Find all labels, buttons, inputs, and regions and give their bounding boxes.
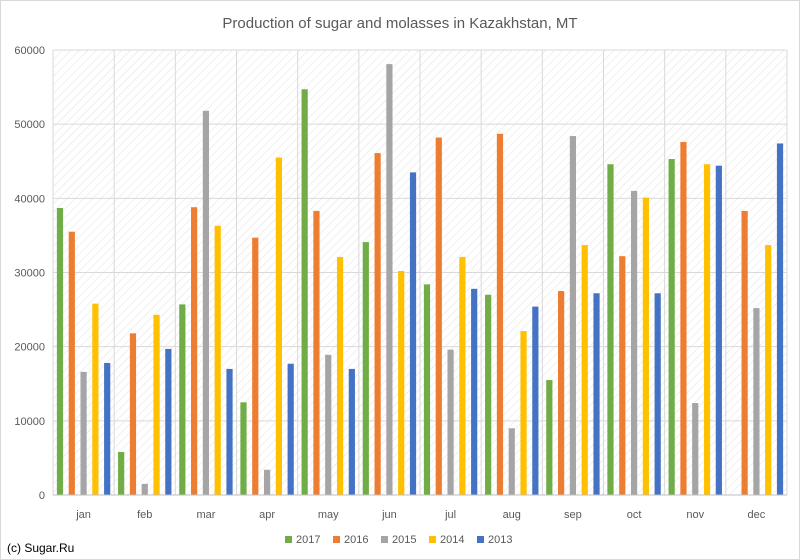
bar-2015-jul [447, 349, 454, 495]
bar-2017-jan [56, 207, 64, 495]
bar-2014-jul [459, 256, 466, 495]
legend-swatch-2015 [381, 536, 388, 543]
bar-2015-sep [569, 136, 577, 496]
bar-2017-jul [423, 284, 431, 495]
bar-2013-apr [287, 363, 294, 495]
bar-2015-feb [141, 483, 148, 495]
bar-2017-jun [362, 242, 369, 495]
y-tick-label: 10000 [14, 416, 45, 428]
gridlines [52, 49, 788, 495]
bar-2016-nov [680, 141, 687, 495]
bar-2014-sep [581, 245, 588, 495]
bar-2014-aug [520, 331, 527, 495]
x-tick-label: sep [564, 509, 582, 521]
y-tick-label: 30000 [14, 268, 45, 280]
y-tick-label: 60000 [14, 45, 45, 57]
legend-label-2013: 2013 [488, 534, 512, 546]
legend-label-2017: 2017 [296, 534, 320, 546]
legend-swatch-2014 [429, 536, 436, 543]
bar-2016-apr [252, 237, 259, 495]
bar-2016-mar [191, 207, 198, 495]
bar-2016-oct [619, 256, 626, 495]
bar-2014-jun [398, 271, 405, 495]
legend-label-2014: 2014 [440, 534, 464, 546]
bar-2013-sep [593, 293, 600, 495]
legend-swatch-2016 [333, 536, 340, 543]
bar-2015-oct [630, 190, 638, 495]
bar-2014-nov [703, 164, 711, 495]
bar-2015-jun [386, 64, 393, 495]
x-tick-label: jun [381, 509, 397, 521]
x-tick-label: nov [686, 509, 704, 521]
bar-2017-may [301, 89, 308, 495]
bar-2016-feb [129, 333, 137, 495]
bar-2017-sep [546, 380, 553, 495]
bar-2014-may [336, 256, 344, 495]
bar-2016-jun [374, 153, 381, 495]
bar-2014-jan [92, 303, 99, 495]
bar-2015-dec [753, 308, 760, 495]
legend-label-2016: 2016 [344, 534, 368, 546]
x-tick-label: aug [503, 509, 521, 521]
x-tick-label: dec [748, 509, 766, 521]
bar-2014-dec [765, 245, 772, 495]
y-tick-label: 40000 [14, 193, 45, 205]
chart-title: Production of sugar and molasses in Kaza… [222, 15, 577, 32]
bar-2014-oct [642, 197, 649, 495]
x-tick-label: apr [259, 509, 275, 521]
y-tick-label: 0 [39, 490, 45, 502]
axes: 0 10000 20000 30000 40000 50000 60000 jan feb mar… [14, 45, 787, 521]
bar-2015-aug [508, 428, 515, 495]
bar-2013-dec [776, 143, 784, 495]
bar-2013-feb [165, 348, 172, 495]
bar-2013-jun [409, 172, 417, 495]
x-tick-label: mar [196, 509, 215, 521]
bar-2016-may [313, 210, 320, 496]
bar-2016-dec [741, 210, 748, 496]
bar-2013-jan [104, 362, 111, 495]
bars [56, 64, 784, 496]
legend-label-2015: 2015 [392, 534, 416, 546]
bar-2016-jan [68, 231, 75, 496]
legend-swatch-2017 [285, 536, 292, 543]
x-tick-label: feb [137, 509, 152, 521]
legend-swatch-2013 [477, 536, 484, 543]
x-tick-label: jan [75, 509, 91, 521]
bar-2014-feb [153, 314, 160, 495]
bar-2017-nov [668, 159, 675, 495]
bar-2017-apr [240, 402, 247, 495]
bar-2015-apr [263, 469, 271, 495]
y-tick-label: 20000 [14, 342, 45, 354]
bar-2013-nov [715, 165, 722, 495]
bar-2017-mar [179, 304, 186, 495]
x-tick-label: may [318, 509, 339, 521]
bar-2015-mar [202, 110, 210, 496]
bar-2017-oct [607, 164, 614, 495]
bar-2015-jan [80, 371, 87, 495]
bar-2013-may [348, 368, 355, 495]
bar-2015-may [325, 354, 332, 495]
x-tick-label: oct [627, 509, 642, 521]
bar-2016-aug [496, 133, 504, 495]
bar-2016-sep [558, 291, 565, 495]
credit-text: (c) Sugar.Ru [7, 541, 74, 555]
bar-2017-feb [118, 451, 125, 495]
bar-2013-oct [654, 293, 661, 495]
y-tick-label: 50000 [14, 119, 45, 131]
bar-2013-jul [471, 288, 478, 495]
bar-2015-nov [692, 403, 699, 495]
bar-2013-mar [226, 368, 233, 495]
legend: 2017 2016 2015 2014 2013 [285, 534, 512, 546]
bar-2014-mar [214, 225, 221, 495]
bar-2017-aug [485, 294, 492, 495]
bar-2013-aug [532, 306, 539, 495]
bar-2016-jul [435, 137, 442, 495]
bar-2014-apr [275, 157, 282, 495]
x-tick-label: jul [444, 509, 456, 521]
